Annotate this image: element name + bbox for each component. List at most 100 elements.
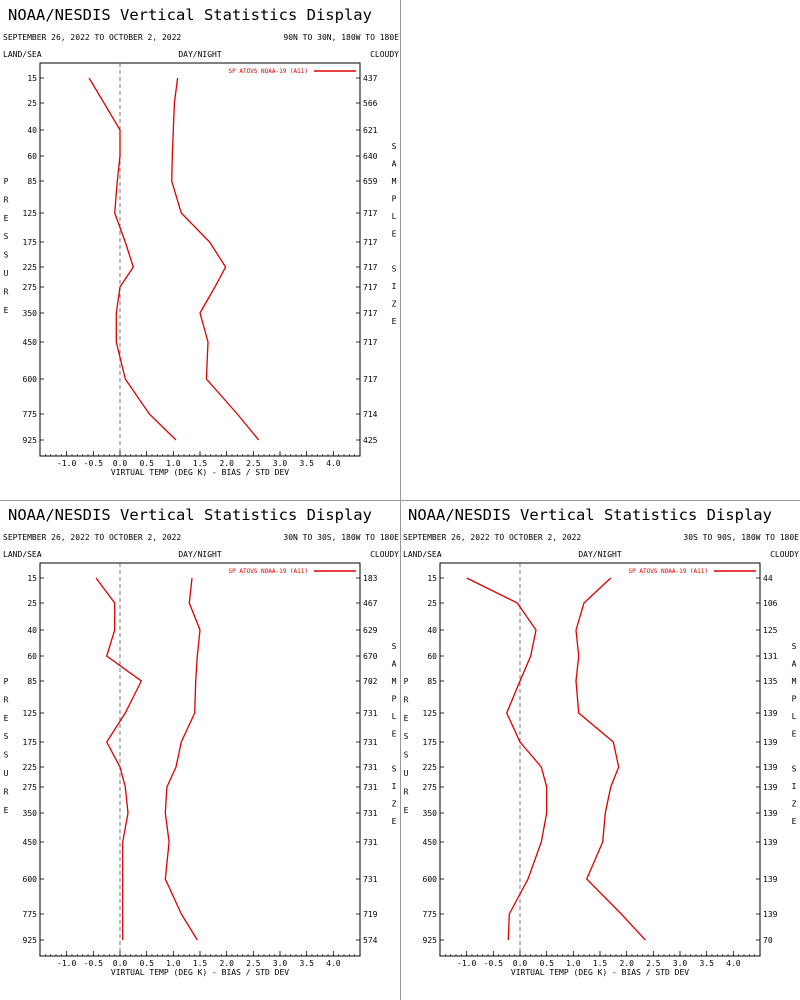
land-sea-label: LAND/SEA <box>3 50 42 59</box>
region-label: 30N TO 30S, 180W TO 180E <box>283 533 399 542</box>
chart-title: NOAA/NESDIS Vertical Statistics Display <box>8 6 372 24</box>
sample-size-label: 731 <box>363 875 378 884</box>
x-tick-label: 0.0 <box>113 459 128 468</box>
panel-divider-horizontal <box>0 500 800 501</box>
sample-size-label: 135 <box>763 677 778 686</box>
x-tick-label: 3.0 <box>673 959 688 968</box>
x-tick-label: 2.5 <box>646 959 661 968</box>
cloudy-label: CLOUDY <box>770 550 799 559</box>
date-range: SEPTEMBER 26, 2022 TO OCTOBER 2, 2022 <box>3 33 181 42</box>
date-range: SEPTEMBER 26, 2022 TO OCTOBER 2, 2022 <box>3 533 181 542</box>
x-tick-label: 3.0 <box>273 959 288 968</box>
x-axis-label: VIRTUAL TEMP (DEG K) - BIAS / STD DEV <box>111 968 289 977</box>
sample-size-label: 125 <box>763 626 778 635</box>
pressure-level-label: 175 <box>23 738 38 747</box>
pressure-level-label: 25 <box>27 599 37 608</box>
sample-size-label: 629 <box>363 626 378 635</box>
x-tick-label: -0.5 <box>84 459 103 468</box>
plot-frame <box>39 62 361 457</box>
x-tick-label: -1.0 <box>57 959 76 968</box>
land-sea-label: LAND/SEA <box>3 550 42 559</box>
sample-size-label: 106 <box>763 599 778 608</box>
sample-size-label: 131 <box>763 652 778 661</box>
sample-size-label: 425 <box>363 436 378 445</box>
region-label: 90N TO 30N, 180W TO 180E <box>283 33 399 42</box>
sample-size-label: 717 <box>363 263 378 272</box>
pressure-level-label: 350 <box>23 809 38 818</box>
sample-size-label: 70 <box>763 936 773 945</box>
chart-title: NOAA/NESDIS Vertical Statistics Display <box>408 506 772 524</box>
sample-size-label: 717 <box>363 238 378 247</box>
sample-size-label: 183 <box>363 574 378 583</box>
x-tick-label: 2.0 <box>219 959 234 968</box>
sample-size-label: 731 <box>363 709 378 718</box>
sample-size-label: 139 <box>763 910 778 919</box>
sample-size-label: 139 <box>763 763 778 772</box>
x-tick-label: 3.5 <box>299 959 314 968</box>
pressure-level-label: 15 <box>27 74 37 83</box>
vertical-stats-chart: NOAA/NESDIS Vertical Statistics Display S… <box>3 506 399 977</box>
sample-size-label: 621 <box>363 126 378 135</box>
x-tick-label: 2.0 <box>619 959 634 968</box>
pressure-level-label: 225 <box>423 763 438 772</box>
x-tick-label: 0.0 <box>113 959 128 968</box>
x-tick-label: -1.0 <box>57 459 76 468</box>
region-label: 30S TO 90S, 180W TO 180E <box>683 533 799 542</box>
pressure-level-label: 15 <box>27 574 37 583</box>
pressure-level-label: 450 <box>423 838 438 847</box>
sample-size-label: 717 <box>363 309 378 318</box>
x-tick-label: 3.0 <box>273 459 288 468</box>
x-tick-label: 0.5 <box>139 459 154 468</box>
legend-label: SP ATOVS NOAA-19 (A11) <box>229 568 308 575</box>
pressure-level-label: 25 <box>27 99 37 108</box>
date-range: SEPTEMBER 26, 2022 TO OCTOBER 2, 2022 <box>403 533 581 542</box>
sample-size-label: 640 <box>363 152 378 161</box>
day-night-label: DAY/NIGHT <box>178 550 222 559</box>
pressure-level-label: 225 <box>23 263 38 272</box>
x-tick-label: 1.0 <box>566 959 581 968</box>
pressure-level-label: 775 <box>423 910 438 919</box>
sample-size-label: 139 <box>763 783 778 792</box>
pressure-level-label: 85 <box>27 177 37 186</box>
pressure-level-label: 450 <box>23 838 38 847</box>
bias-line <box>466 577 548 941</box>
x-tick-label: 0.5 <box>139 959 154 968</box>
sample-size-label: 702 <box>363 677 378 686</box>
cloudy-label: CLOUDY <box>370 50 399 59</box>
x-tick-label: -0.5 <box>84 959 103 968</box>
x-tick-label: 2.5 <box>246 959 261 968</box>
sample-size-label: 437 <box>363 74 378 83</box>
x-tick-label: 1.5 <box>593 959 608 968</box>
x-tick-label: 2.0 <box>219 459 234 468</box>
std-dev-line <box>171 77 260 441</box>
x-axis-label: VIRTUAL TEMP (DEG K) - BIAS / STD DEV <box>111 468 289 477</box>
pressure-level-label: 40 <box>427 626 437 635</box>
sample-size-label: 731 <box>363 738 378 747</box>
pressure-level-label: 60 <box>427 652 437 661</box>
sample-size-label: 717 <box>363 338 378 347</box>
pressure-level-label: 775 <box>23 410 38 419</box>
day-night-label: DAY/NIGHT <box>578 550 622 559</box>
pressure-level-label: 40 <box>27 126 37 135</box>
vertical-stats-chart: NOAA/NESDIS Vertical Statistics Display S… <box>403 506 799 977</box>
pressure-level-label: 450 <box>23 338 38 347</box>
legend-label: SP ATOVS NOAA-19 (A11) <box>229 68 308 75</box>
vertical-stats-chart: NOAA/NESDIS Vertical Statistics Display S… <box>3 6 399 477</box>
legend-label: SP ATOVS NOAA-19 (A11) <box>629 568 708 575</box>
pressure-level-label: 600 <box>23 875 38 884</box>
sample-size-label: 566 <box>363 99 378 108</box>
sample-size-label: 139 <box>763 709 778 718</box>
bias-line <box>88 77 177 441</box>
pressure-level-label: 350 <box>423 809 438 818</box>
x-tick-label: 4.0 <box>726 959 741 968</box>
sample-size-label: 139 <box>763 875 778 884</box>
sample-size-label: 731 <box>363 763 378 772</box>
sample-size-label: 467 <box>363 599 378 608</box>
pressure-level-label: 275 <box>423 783 438 792</box>
sample-size-label: 139 <box>763 838 778 847</box>
pressure-level-label: 175 <box>423 738 438 747</box>
x-axis-label: VIRTUAL TEMP (DEG K) - BIAS / STD DEV <box>511 968 689 977</box>
